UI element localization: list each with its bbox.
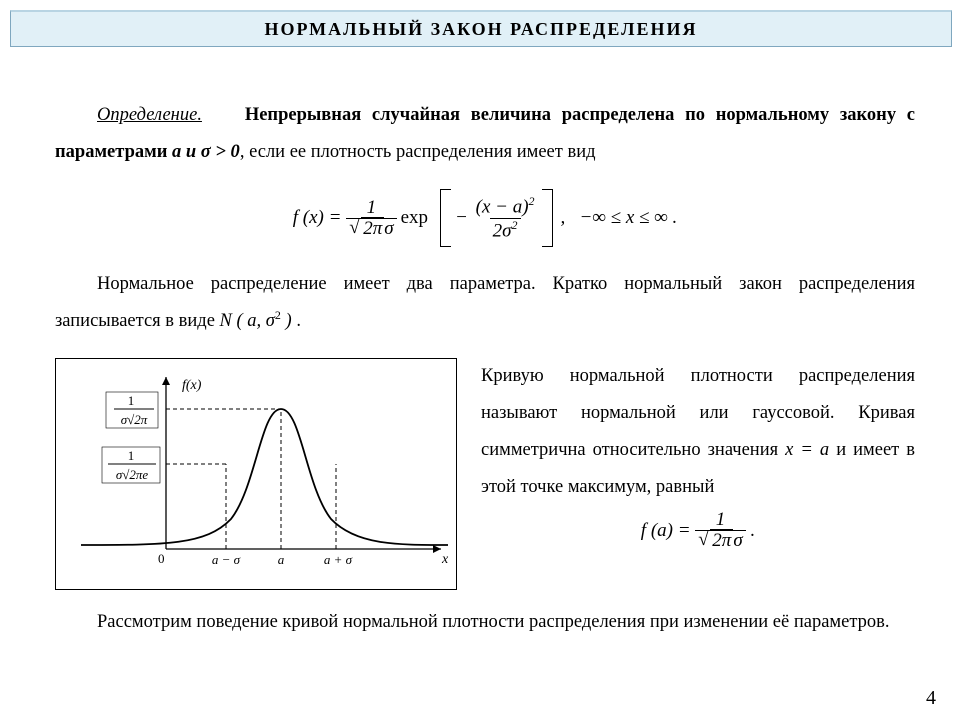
svg-text:σ√2π: σ√2π bbox=[121, 412, 148, 427]
pdf-formula: f (x) = 1 2πσ exp − (x − a)2 2σ2 , −∞ ≤ … bbox=[55, 189, 915, 247]
definition-label: Определение. bbox=[97, 105, 202, 125]
document-body: Определение. Непрерывная случайная велич… bbox=[55, 78, 915, 660]
page-title: НОРМАЛЬНЫЙ ЗАКОН РАСПРЕДЕЛЕНИЯ bbox=[10, 10, 952, 47]
page-number: 4 bbox=[926, 687, 936, 710]
svg-text:a + σ: a + σ bbox=[324, 552, 353, 567]
density-chart-svg: 1 σ√2π 1 σ√2πe f(x) x 0 a − σ a a + σ bbox=[56, 359, 456, 589]
svg-text:a − σ: a − σ bbox=[212, 552, 241, 567]
definition-params: a и σ > 0 bbox=[172, 142, 240, 162]
normal-notation: N ( a, σ2 ) bbox=[220, 311, 292, 331]
paragraph-two: Нормальное распределение имеет два парам… bbox=[55, 266, 915, 340]
definition-paragraph: Определение. Непрерывная случайная велич… bbox=[55, 97, 915, 171]
svg-text:1: 1 bbox=[128, 448, 135, 463]
definition-tail: , если ее плотность распределения имеет … bbox=[240, 142, 596, 162]
x-equals-a: x = a bbox=[785, 440, 829, 460]
svg-text:0: 0 bbox=[158, 551, 165, 566]
svg-text:1: 1 bbox=[128, 393, 135, 408]
svg-text:σ√2πe: σ√2πe bbox=[116, 467, 149, 482]
svg-text:a: a bbox=[278, 552, 285, 567]
svg-text:f(x): f(x) bbox=[182, 378, 202, 393]
peak-value-formula: f (a) = 1 2πσ . bbox=[481, 510, 915, 551]
density-chart: 1 σ√2π 1 σ√2πe f(x) x 0 a − σ a a + σ bbox=[55, 358, 457, 590]
svg-text:x: x bbox=[441, 552, 449, 567]
right-column: Кривую нормальной плотности распределени… bbox=[481, 358, 915, 551]
paragraph-three: Рассмотрим поведение кривой нормальной п… bbox=[55, 604, 915, 641]
para2-a: Нормальное распределение имеет два парам… bbox=[55, 274, 915, 331]
domain-text: −∞ ≤ x ≤ ∞ . bbox=[580, 199, 678, 237]
para2-b: . bbox=[292, 311, 301, 331]
